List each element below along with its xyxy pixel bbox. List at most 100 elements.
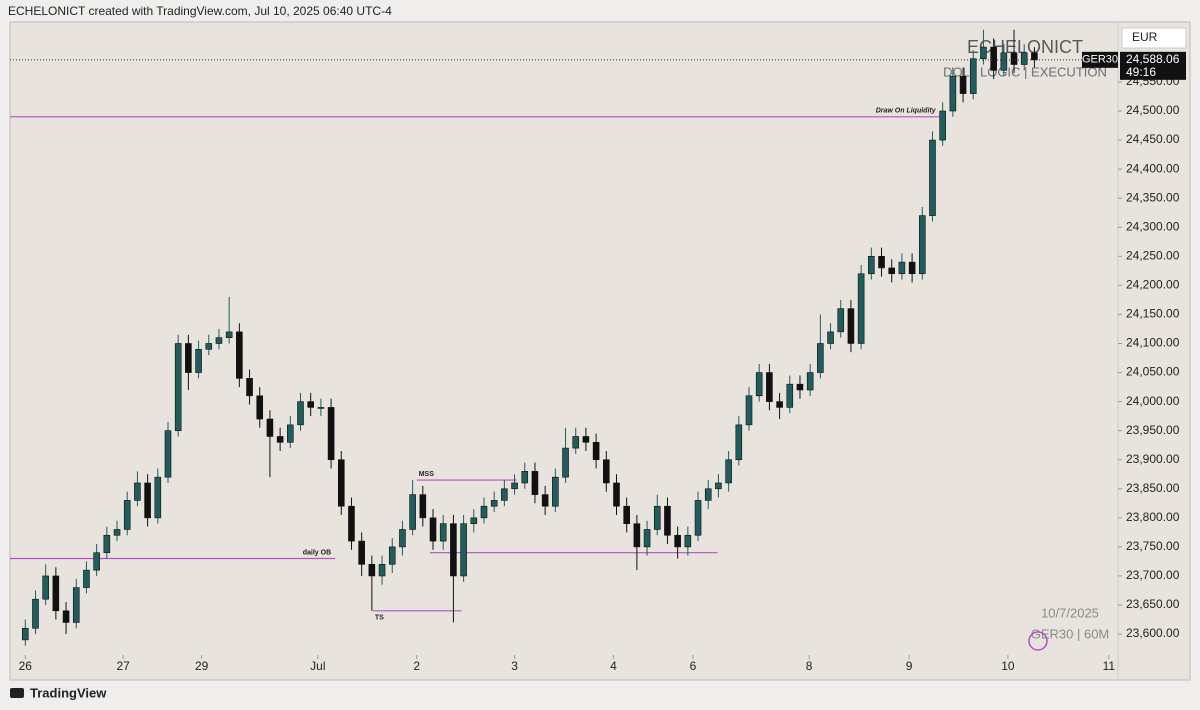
candle-body [633,523,641,548]
candle-body [348,505,355,542]
candle-body [674,534,681,548]
candle-body [144,482,151,519]
candle-body [501,488,508,501]
x-tick-label: 10 [1001,659,1015,673]
candle-body [908,261,916,275]
candle-body [776,401,783,408]
level-label: MSS [419,471,435,478]
candle-body [1020,52,1028,65]
candle-body [368,564,376,577]
candle-body [337,459,345,507]
candle-body [582,436,590,443]
candle-body [511,482,518,490]
candle-body [725,459,732,484]
candle-body [327,407,335,461]
x-tick-label: 27 [116,659,130,673]
currency-box[interactable] [1121,27,1187,49]
candle-body [827,331,834,344]
candle-body [388,546,396,565]
candle-body [735,424,743,461]
x-tick-label: 6 [690,659,697,673]
chart-panel [9,21,1191,681]
replay-icon [1028,631,1048,651]
candle-body [174,343,182,431]
candle-body [1000,52,1008,71]
candle-body [653,505,661,530]
candle-body [878,256,885,269]
candle-body [21,627,29,641]
footer: TradingView [30,685,107,700]
y-tick-label: 23,950.00 [1126,423,1180,437]
price-box [1120,51,1186,80]
candle-body [603,459,610,484]
candle-body [868,256,875,275]
y-tick-label: 23,750.00 [1126,539,1180,553]
x-tick-label: 26 [19,659,33,673]
candle-body [552,476,559,507]
candle-body [541,494,549,507]
y-tick-label: 24,350.00 [1126,190,1180,204]
x-tick-label: 11 [1103,659,1116,673]
candle-body [409,494,416,530]
candle-body [959,75,967,94]
x-tick-label: 2 [413,659,420,673]
y-tick-label: 24,100.00 [1126,336,1180,350]
candle-body [837,308,845,333]
candle-body [715,482,722,490]
candle-body [1031,52,1038,61]
x-tick-label: 8 [806,659,813,673]
candle-body [990,46,997,71]
candle-body [317,407,325,409]
y-tick-label: 23,800.00 [1126,510,1180,524]
candle-body [399,529,406,548]
candle-body [439,523,447,542]
candle-body [276,436,284,443]
x-tick-label: 4 [610,659,617,673]
candle-body [297,401,304,426]
candle-body [745,395,753,426]
y-tick-label: 24,150.00 [1126,307,1180,321]
candle-body [704,488,712,501]
candle-body [786,383,794,408]
countdown: 49:16 [1126,65,1156,79]
candle-body [225,331,233,338]
candle-body [236,331,243,379]
candle-body [307,401,314,408]
candle-body [195,348,202,373]
candle-body [521,471,529,484]
y-tick-label: 24,300.00 [1126,219,1180,233]
y-tick-label: 23,700.00 [1126,568,1180,582]
y-tick-label: 24,250.00 [1126,248,1180,262]
watermark-subtitle: DOL | LOGIC | EXECUTION [943,64,1107,79]
candle-body [592,441,600,461]
candle-body [113,529,121,536]
y-tick-label: 23,650.00 [1126,597,1180,611]
candle-body [623,505,630,524]
level-label: Draw On Liquidity [876,108,937,115]
candle-body [246,378,253,397]
candle-body [888,267,896,275]
watermark-date: 10/7/2025 [1041,605,1099,620]
candle-body [949,75,957,112]
y-tick-label: 24,200.00 [1126,278,1180,292]
candle-body [164,430,172,478]
candle-body [969,58,977,94]
candle-body [847,308,855,344]
candle-body [429,517,437,542]
symbol-box [1082,51,1118,68]
candle-body [643,529,651,548]
currency[interactable]: EUR [1132,30,1158,44]
candle-body [929,139,936,216]
candle-body [32,598,39,629]
candle-body [470,517,478,524]
candle-body [1010,52,1018,65]
level-label: TS [375,615,384,622]
candle-body [684,534,692,548]
watermark-info: GER30 | 60M [1031,626,1110,641]
y-tick-label: 24,500.00 [1126,103,1180,117]
candle-body [694,500,702,536]
candle-body [806,372,814,391]
candle-body [72,587,80,623]
